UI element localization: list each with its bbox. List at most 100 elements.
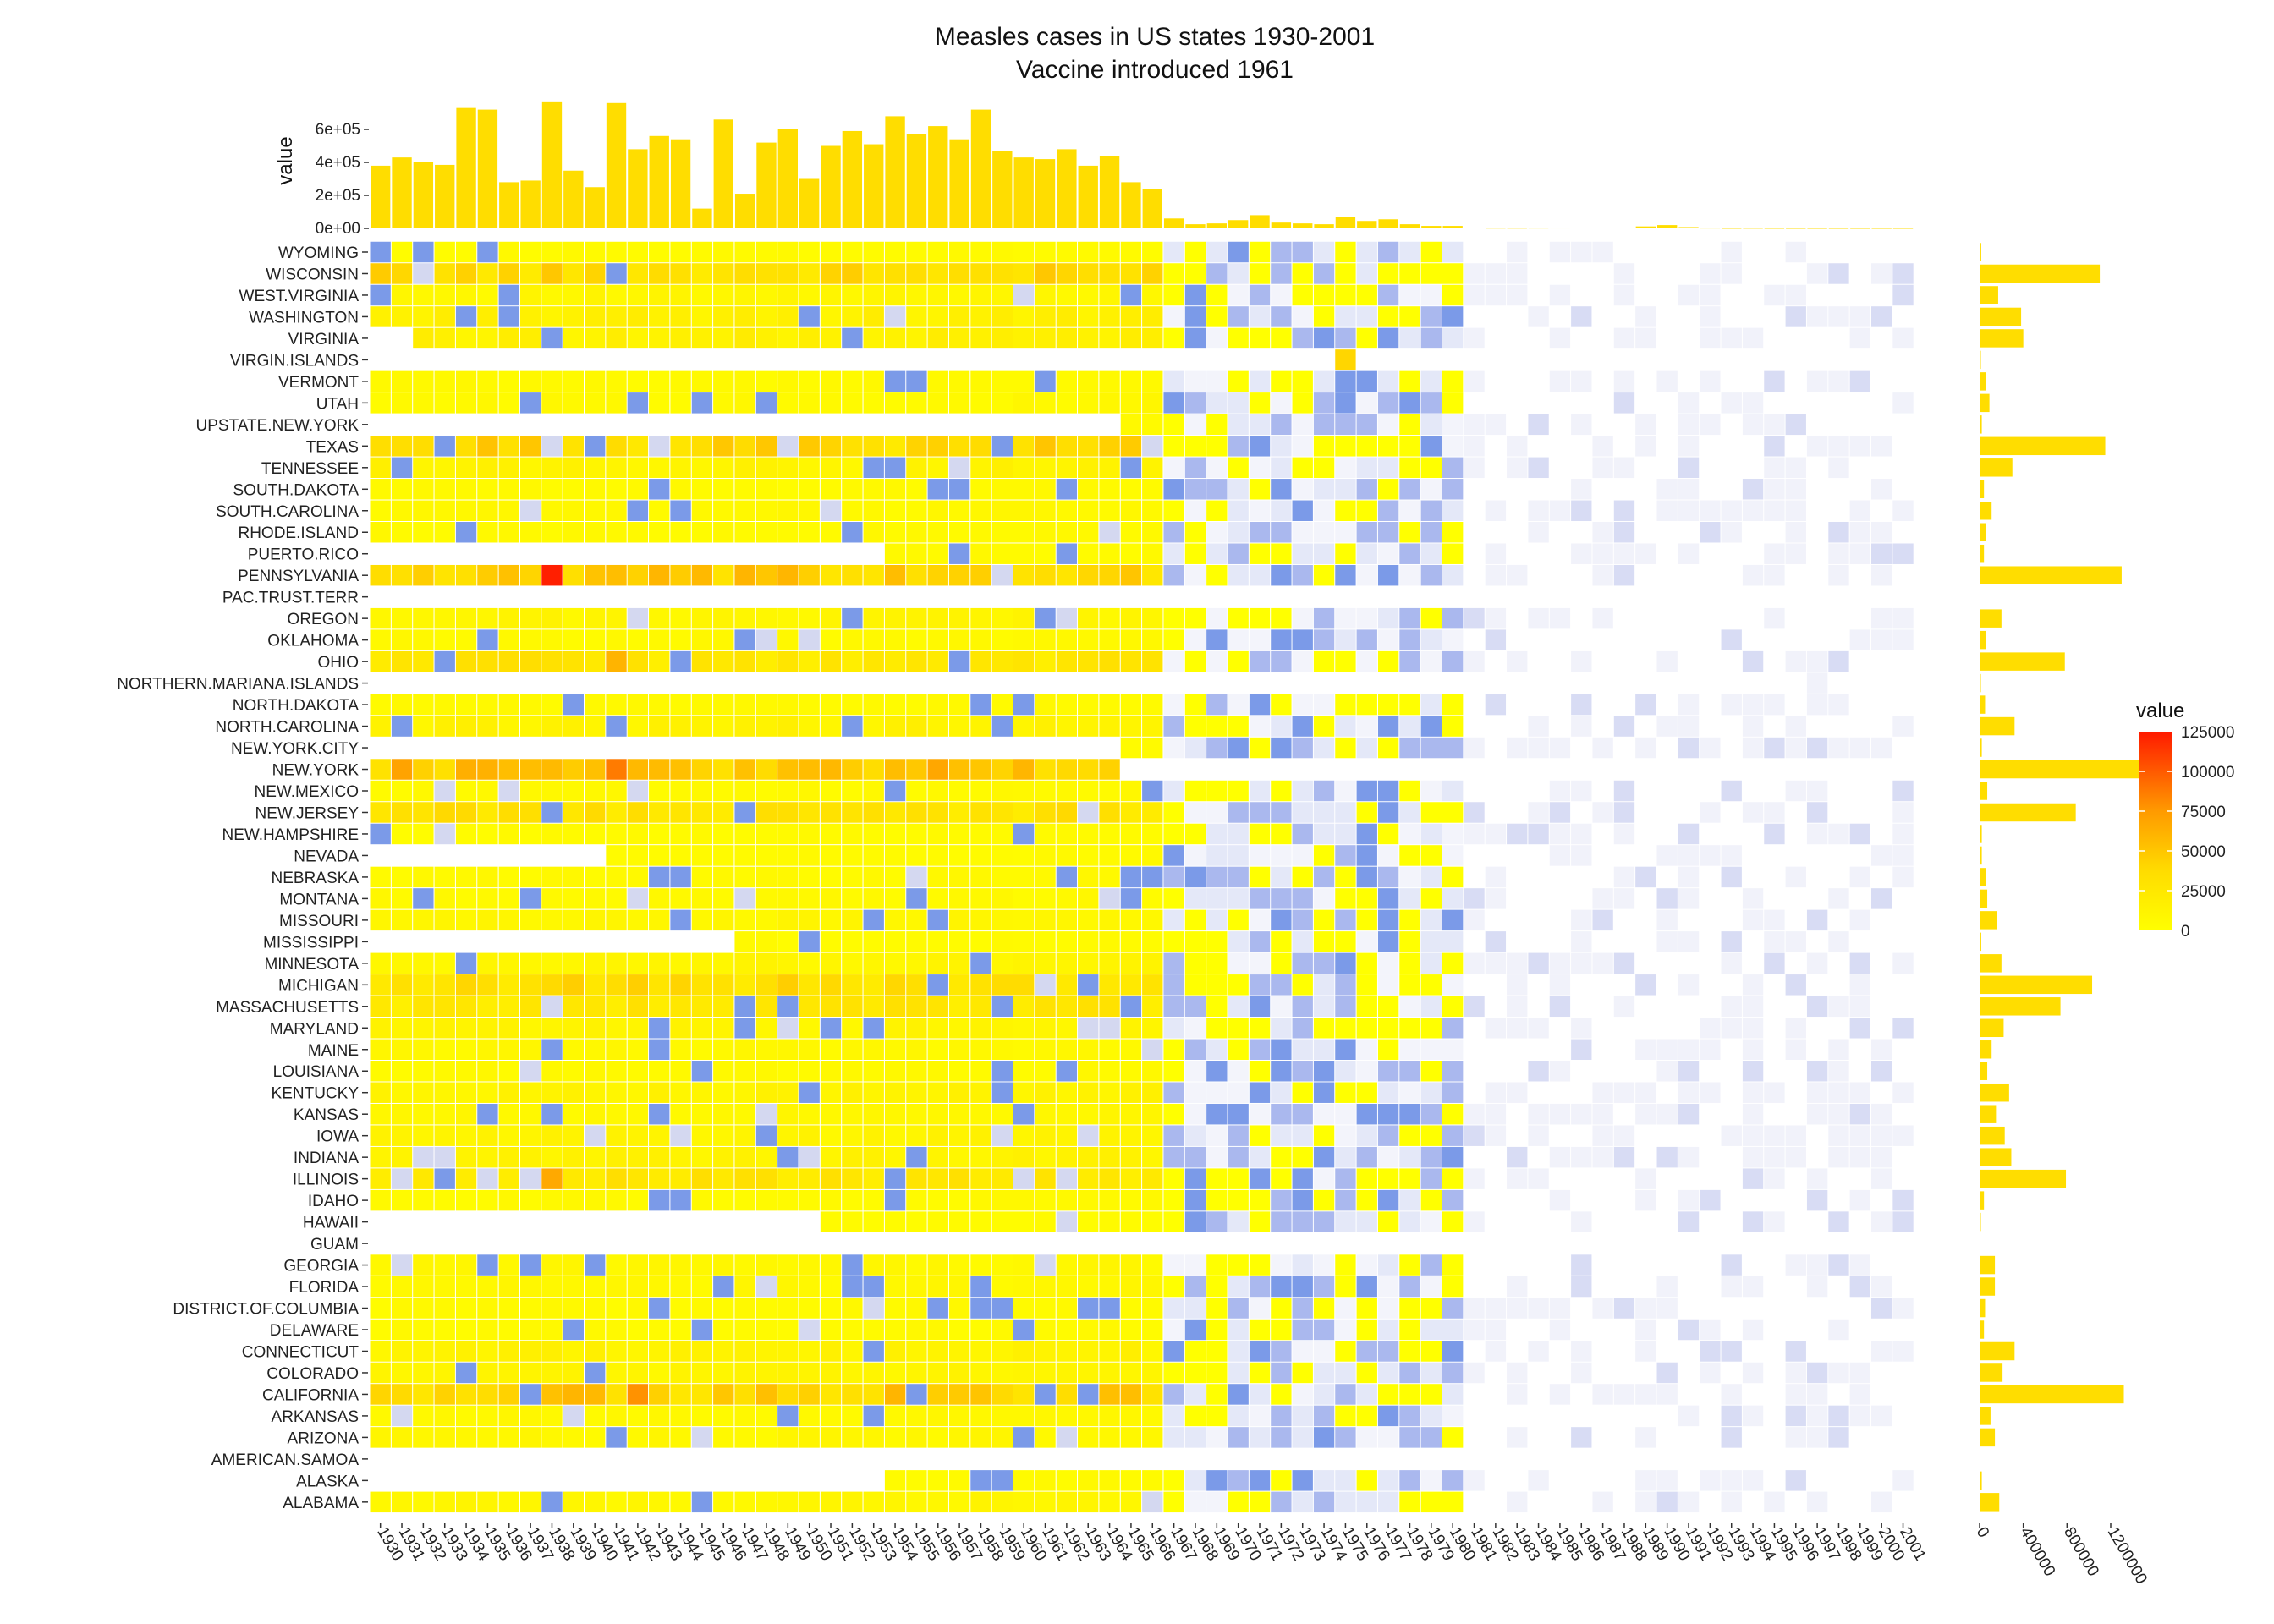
- heatmap-cell: [477, 306, 498, 327]
- heatmap-cell: [585, 327, 606, 349]
- chart-subtitle: Vaccine introduced 1961: [1016, 56, 1294, 84]
- heatmap-cell: [670, 607, 691, 629]
- heatmap-cell: [1206, 479, 1228, 500]
- heatmap-cell: [1592, 1384, 1613, 1405]
- heatmap-cell: [691, 607, 713, 629]
- heatmap-cell: [1013, 802, 1035, 823]
- heatmap-cell: [1420, 543, 1442, 564]
- heatmap-cell: [863, 1039, 884, 1060]
- heatmap-cell: [1292, 1470, 1313, 1491]
- heatmap-cell: [498, 392, 519, 414]
- heatmap-cell: [1228, 1168, 1249, 1189]
- heatmap-cell: [498, 650, 519, 672]
- heatmap-cell: [1335, 1168, 1356, 1189]
- state-label: NORTHERN.MARIANA.ISLANDS: [117, 676, 359, 694]
- heatmap-cell: [434, 996, 455, 1018]
- heatmap-cell: [670, 1061, 691, 1082]
- heatmap-cell: [1656, 1298, 1678, 1319]
- heatmap-cell: [1764, 952, 1785, 974]
- heatmap-cell: [1249, 866, 1271, 888]
- heatmap-cell: [1078, 1384, 1099, 1405]
- heatmap-cell: [1399, 909, 1420, 931]
- heatmap-cell: [1163, 1319, 1184, 1341]
- state-total-bar: [1980, 1385, 2124, 1404]
- heatmap-cell: [1249, 241, 1271, 263]
- heatmap-cell: [413, 909, 434, 931]
- heatmap-cell: [1507, 952, 1528, 974]
- heatmap-cell: [1249, 263, 1271, 284]
- heatmap-cell: [1013, 759, 1035, 780]
- heatmap-cell: [1142, 500, 1163, 521]
- heatmap-cell: [1271, 241, 1292, 263]
- heatmap-cell: [477, 1405, 498, 1427]
- heatmap-cell: [649, 327, 670, 349]
- heatmap-cell: [1335, 629, 1356, 650]
- heatmap-cell: [670, 780, 691, 802]
- heatmap-cell: [906, 1103, 927, 1125]
- year-total-bar: [1293, 223, 1313, 228]
- heatmap-cell: [777, 650, 799, 672]
- heatmap-cell: [755, 479, 777, 500]
- heatmap-cell: [734, 694, 755, 716]
- heatmap-cell: [799, 241, 820, 263]
- heatmap-cell: [498, 1061, 519, 1082]
- heatmap-cell: [519, 306, 541, 327]
- heatmap-cell: [948, 759, 970, 780]
- heatmap-cell: [863, 263, 884, 284]
- heatmap-cell: [906, 1168, 927, 1189]
- heatmap-cell: [1700, 802, 1721, 823]
- heatmap-cell: [1206, 500, 1228, 521]
- heatmap-cell: [755, 694, 777, 716]
- heatmap-cell: [1313, 845, 1335, 866]
- heatmap-cell: [1420, 780, 1442, 802]
- heatmap-cell: [1377, 1427, 1399, 1448]
- heatmap-cell: [820, 392, 842, 414]
- heatmap-cell: [1420, 1254, 1442, 1276]
- heatmap-cell: [1078, 457, 1099, 479]
- heatmap-cell: [755, 1103, 777, 1125]
- heatmap-cell: [1206, 716, 1228, 737]
- heatmap-cell: [799, 952, 820, 974]
- heatmap-cell: [1292, 1103, 1313, 1125]
- heatmap-cell: [884, 392, 906, 414]
- heatmap-cell: [713, 996, 734, 1018]
- state-label: WEST.VIRGINIA: [239, 288, 360, 305]
- heatmap-cell: [734, 952, 755, 974]
- heatmap-cell: [991, 909, 1013, 931]
- heatmap-cell: [1313, 716, 1335, 737]
- heatmap-cell: [1528, 1061, 1549, 1082]
- heatmap-cell: [1420, 1018, 1442, 1039]
- heatmap-cell: [1785, 479, 1806, 500]
- heatmap-cell: [413, 1298, 434, 1319]
- heatmap-cell: [1420, 1061, 1442, 1082]
- heatmap-cell: [649, 241, 670, 263]
- heatmap-cell: [1678, 1189, 1700, 1211]
- heatmap-cell: [927, 1168, 948, 1189]
- heatmap-cell: [370, 866, 391, 888]
- heatmap-cell: [1849, 327, 1870, 349]
- heatmap-cell: [1120, 823, 1142, 845]
- state-label: AMERICAN.SAMOA: [211, 1451, 360, 1469]
- heatmap-cell: [713, 716, 734, 737]
- heatmap-cell: [1464, 888, 1485, 909]
- heatmap-cell: [391, 370, 413, 392]
- heatmap-cell: [477, 392, 498, 414]
- heatmap-cell: [1206, 1405, 1228, 1427]
- heatmap-cell: [670, 241, 691, 263]
- heatmap-cell: [1507, 1427, 1528, 1448]
- heatmap-cell: [1764, 1491, 1785, 1513]
- heatmap-cell: [820, 1189, 842, 1211]
- heatmap-cell: [1249, 780, 1271, 802]
- heatmap-cell: [563, 952, 584, 974]
- heatmap-cell: [434, 716, 455, 737]
- heatmap-cell: [799, 457, 820, 479]
- heatmap-cell: [1292, 780, 1313, 802]
- heatmap-cell: [1271, 1082, 1292, 1103]
- heatmap-cell: [1184, 716, 1206, 737]
- heatmap-cell: [927, 650, 948, 672]
- heatmap-cell: [970, 1125, 991, 1146]
- heatmap-cell: [1271, 500, 1292, 521]
- heatmap-cell: [1442, 931, 1464, 952]
- heatmap-cell: [1184, 931, 1206, 952]
- heatmap-cell: [1078, 522, 1099, 543]
